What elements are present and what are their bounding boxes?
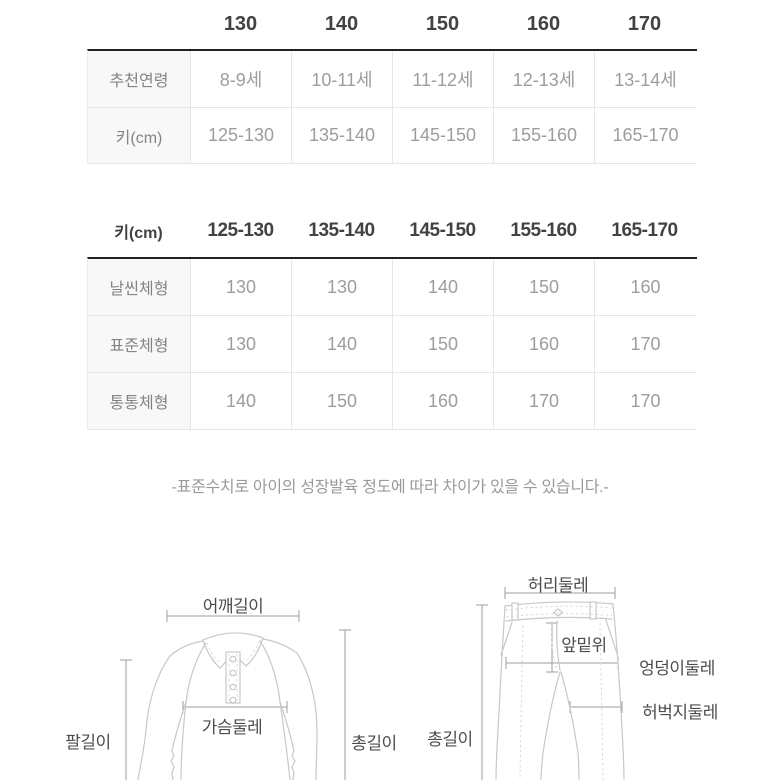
table-cell: 13-14세 — [614, 70, 677, 90]
table-cell: 135-140 — [292, 108, 393, 163]
arm-length-label: 팔길이 — [65, 733, 111, 752]
thigh-girth-label: 허벅지둘레 — [642, 703, 718, 722]
table-cell: 12-13세 — [494, 51, 595, 107]
body-type-table-body: 날씬체형 130 130 140 150 160 표준체형 130 140 15… — [87, 257, 697, 430]
height-column-header: 145-150 — [409, 219, 476, 241]
corner-header-cell: 키(cm) — [114, 224, 163, 242]
table-cell: 160 — [494, 316, 595, 372]
size-column-header: 150 — [425, 13, 460, 35]
table-row: 표준체형 130 140 150 160 170 — [88, 316, 697, 373]
table-row: 키(cm) 125-130 135-140 145-150 155-160 16… — [88, 108, 697, 164]
table-cell: 155-160 — [494, 108, 595, 163]
table-cell: 10-11세 — [292, 51, 393, 107]
row-label: 추천연령 — [88, 51, 191, 107]
table-cell: 130 — [191, 259, 292, 315]
front-rise-label: 앞밑위 — [561, 636, 607, 655]
shirt-diagram — [120, 610, 351, 780]
shirt-total-length-label: 총길이 — [351, 734, 397, 753]
table-cell: 170 — [630, 333, 661, 354]
table-row: 통통체형 140 150 160 170 170 — [88, 373, 697, 430]
table-cell: 170 — [630, 390, 661, 411]
table-cell: 140 — [191, 373, 292, 429]
waist-girth-label: 허리둘레 — [527, 576, 589, 595]
body-type-table-header: 키(cm) 125-130 135-140 145-150 155-160 16… — [87, 204, 697, 257]
table-cell: 150 — [292, 373, 393, 429]
pants-stitching — [505, 605, 613, 780]
height-column-header: 165-170 — [611, 219, 678, 241]
size-column-header: 160 — [526, 13, 561, 35]
table-cell: 150 — [393, 316, 494, 372]
table-cell: 170 — [494, 373, 595, 429]
table-cell: 140 — [393, 259, 494, 315]
height-column-header: 125-130 — [207, 219, 274, 241]
table-cell: 125-130 — [191, 108, 292, 163]
pants-diagram — [476, 587, 625, 780]
row-label: 표준체형 — [88, 316, 191, 372]
hip-girth-label: 엉덩이둘레 — [639, 659, 715, 678]
table-cell: 150 — [494, 259, 595, 315]
pants-outline — [495, 601, 625, 780]
row-label: 날씬체형 — [88, 259, 191, 315]
pants-total-length-label: 총길이 — [427, 730, 473, 749]
body-type-table: 키(cm) 125-130 135-140 145-150 155-160 16… — [87, 204, 697, 430]
row-label: 키(cm) — [88, 108, 191, 163]
shirt-buttons — [229, 655, 237, 704]
size-age-table: 130 140 150 160 170 추천연령 8-9세 10-11세 11-… — [87, 0, 697, 164]
table-cell: 140 — [292, 316, 393, 372]
disclaimer-note: -표준수치로 아이의 성장발육 정도에 따라 차이가 있을 수 있습니다.- — [171, 479, 609, 496]
shirt-outline — [137, 632, 318, 780]
size-age-table-header: 130 140 150 160 170 — [87, 0, 697, 49]
table-cell: 130 — [191, 316, 292, 372]
table-cell: 165-170 — [612, 125, 679, 145]
table-row: 날씬체형 130 130 140 150 160 — [88, 259, 697, 316]
shirt-measure-lines — [120, 610, 351, 780]
height-column-header: 155-160 — [510, 219, 577, 241]
pants-measure-lines — [476, 587, 623, 780]
size-age-table-body: 추천연령 8-9세 10-11세 11-12세 12-13세 13-14세 키(… — [87, 49, 697, 164]
row-label: 통통체형 — [88, 373, 191, 429]
table-cell: 160 — [630, 276, 661, 297]
table-cell: 11-12세 — [393, 51, 494, 107]
shirt-stitching — [206, 640, 260, 701]
table-cell: 160 — [393, 373, 494, 429]
height-column-header: 135-140 — [308, 219, 375, 241]
shoulder-length-label: 어깨길이 — [202, 597, 264, 616]
table-row: 추천연령 8-9세 10-11세 11-12세 12-13세 13-14세 — [88, 51, 697, 108]
size-column-header: 140 — [324, 13, 359, 35]
table-cell: 145-150 — [393, 108, 494, 163]
size-column-header: 170 — [627, 13, 662, 35]
size-column-header: 130 — [223, 13, 258, 35]
chest-girth-label: 가슴둘레 — [201, 718, 263, 737]
table-cell: 130 — [292, 259, 393, 315]
table-cell: 8-9세 — [191, 51, 292, 107]
